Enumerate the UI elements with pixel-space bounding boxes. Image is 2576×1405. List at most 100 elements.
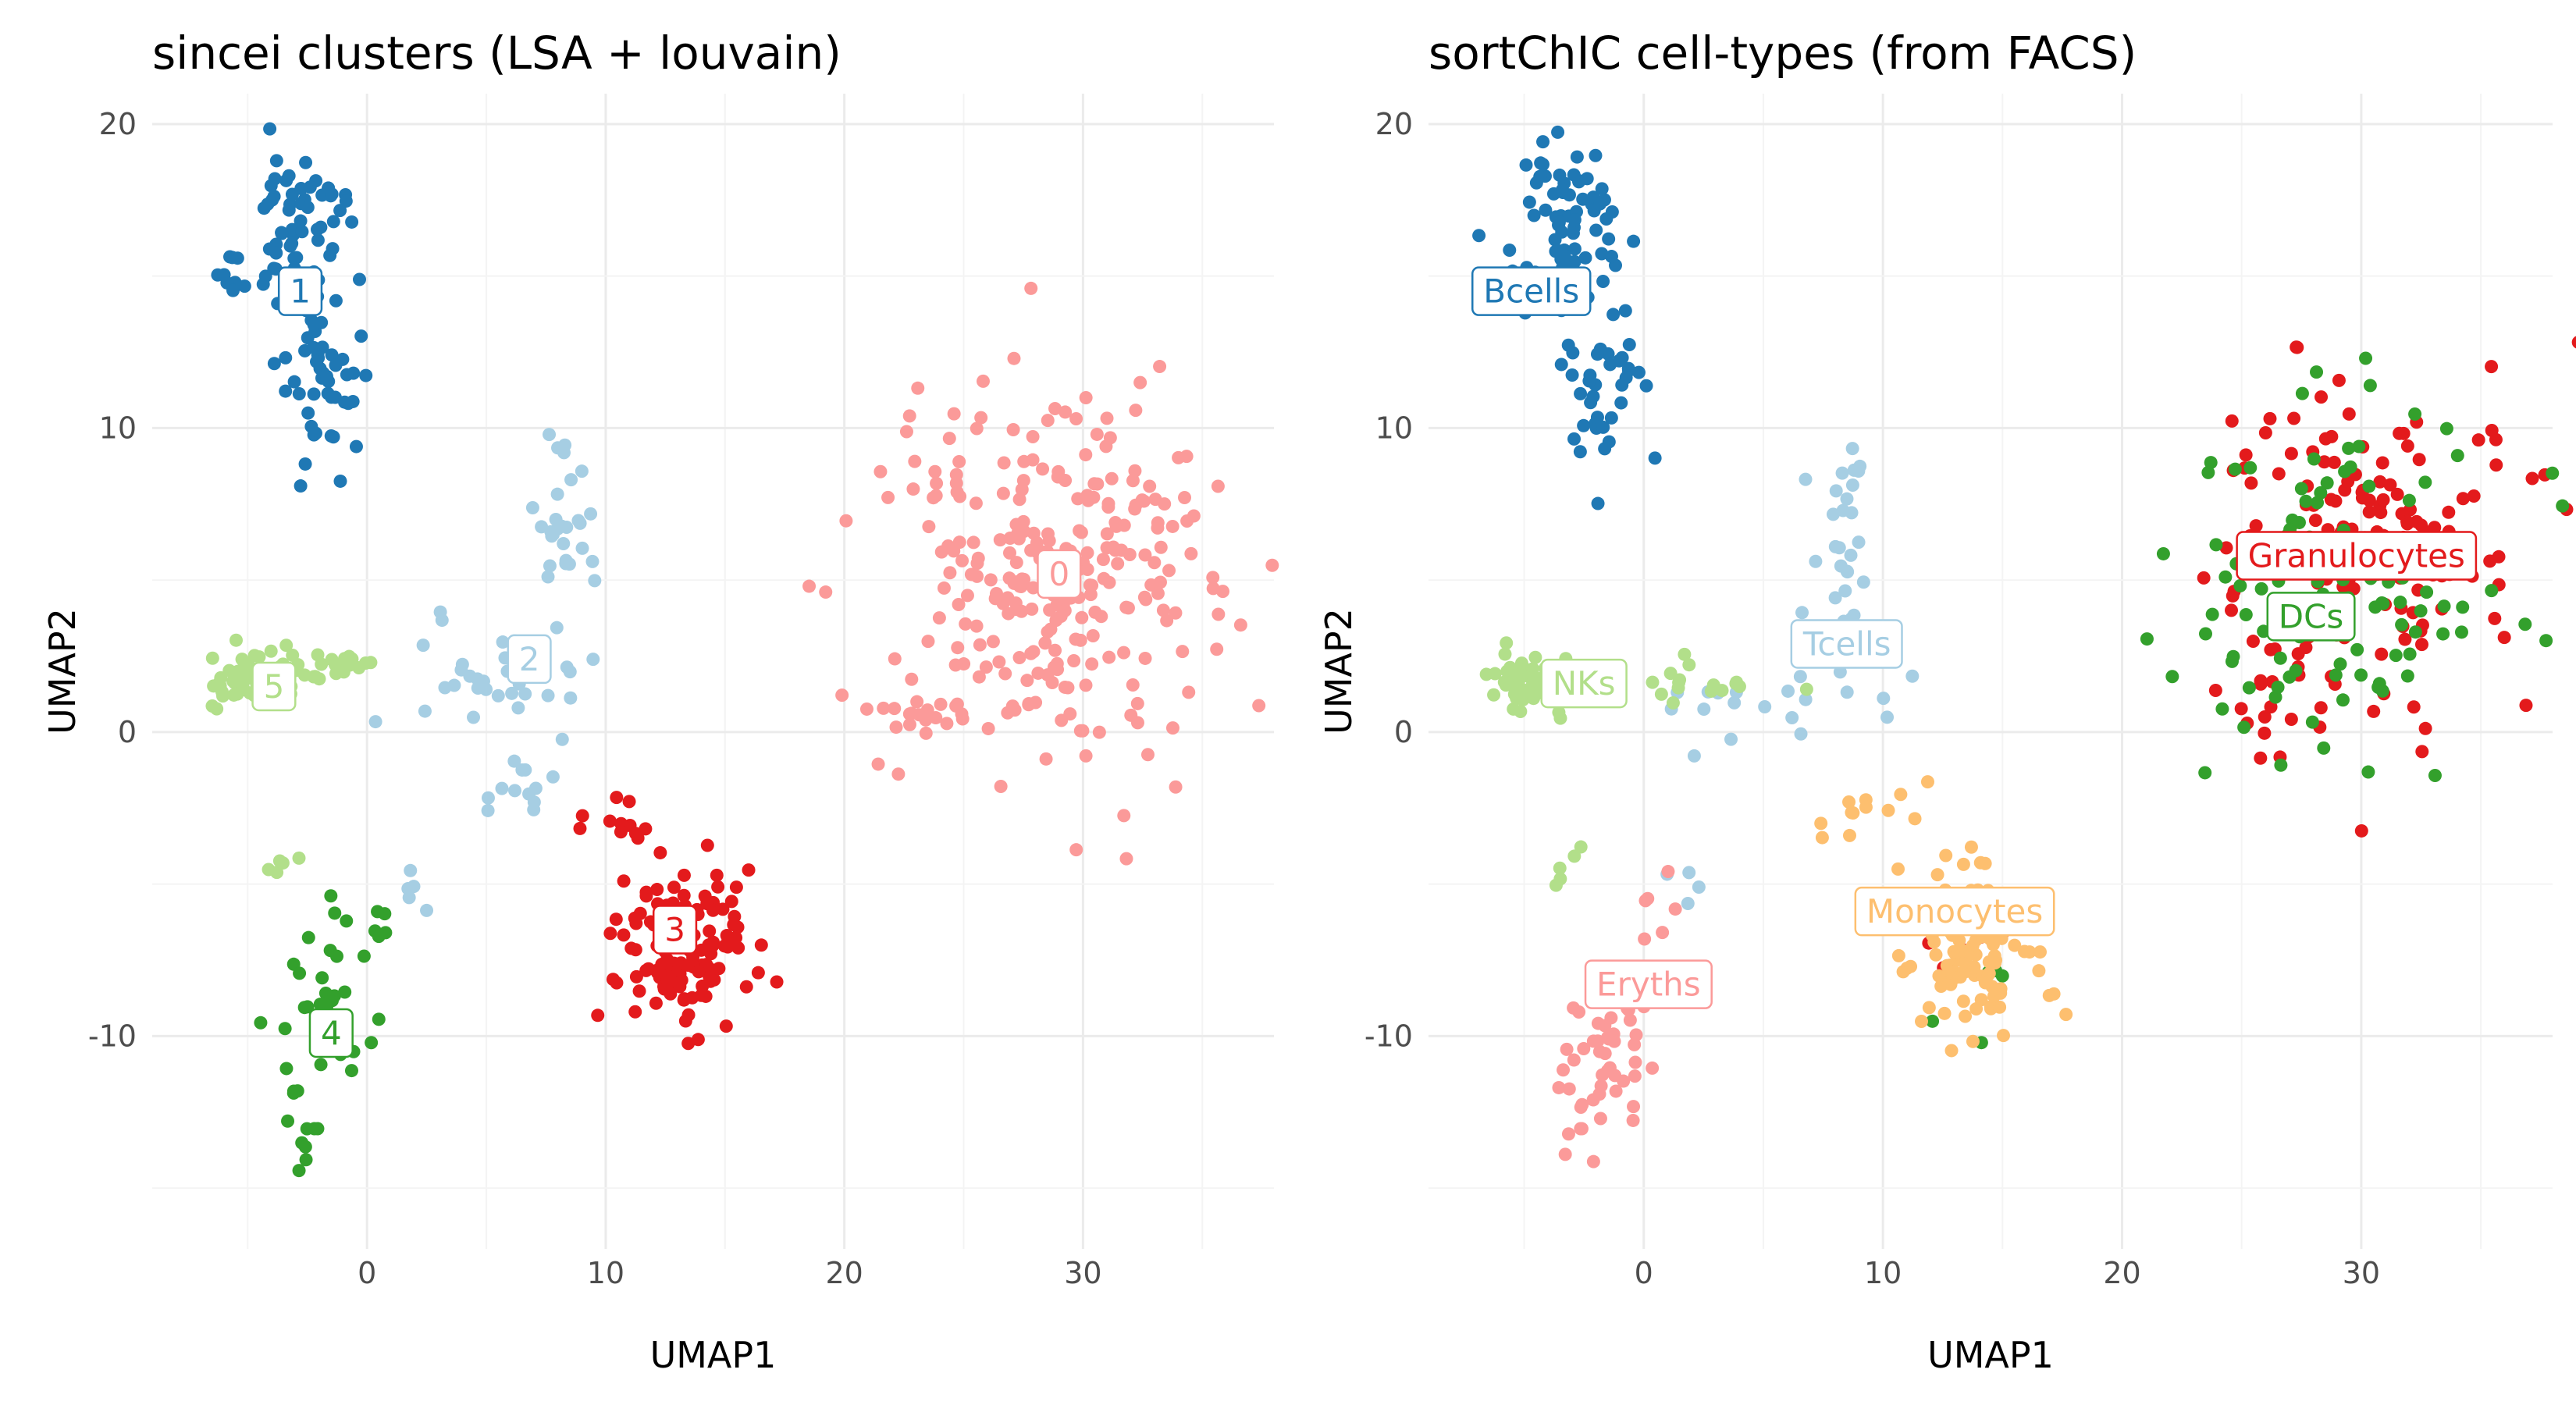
data-point — [891, 767, 906, 781]
data-point — [1026, 645, 1041, 659]
cluster-label-box — [652, 905, 698, 955]
data-point — [1026, 429, 1040, 443]
cluster-label: 0 — [1037, 549, 1082, 599]
data-point — [1015, 604, 1029, 618]
data-point — [859, 702, 873, 716]
data-point — [739, 980, 753, 994]
data-point — [254, 1016, 268, 1030]
data-point — [2390, 487, 2404, 501]
data-point — [720, 929, 734, 943]
data-point — [1528, 650, 1542, 664]
data-point — [575, 541, 589, 555]
data-point — [279, 350, 293, 365]
data-point — [1151, 516, 1165, 530]
data-point — [1668, 902, 1682, 916]
data-point — [674, 975, 688, 989]
cluster-label-box — [1854, 886, 2055, 937]
data-point — [1704, 684, 1718, 698]
data-point — [700, 838, 714, 852]
data-point — [1845, 442, 1859, 456]
data-point — [278, 1022, 292, 1036]
x-tick-label: 0 — [1635, 1256, 1653, 1290]
data-point — [1666, 696, 1680, 710]
data-point — [1079, 749, 1093, 763]
data-point — [1828, 539, 1842, 553]
data-point — [888, 702, 902, 716]
data-point — [372, 930, 386, 944]
data-point — [1158, 497, 1172, 511]
x-tick-label: 20 — [825, 1256, 863, 1290]
data-point — [2374, 506, 2388, 520]
data-point — [2428, 521, 2442, 535]
data-point — [1080, 491, 1094, 505]
x-axis-title: UMAP1 — [1927, 1334, 2054, 1376]
data-point — [1920, 775, 1934, 789]
data-point — [1087, 477, 1101, 491]
data-point — [2519, 699, 2533, 713]
data-point — [1795, 606, 1809, 620]
data-point — [2418, 475, 2432, 489]
data-point — [471, 681, 485, 695]
data-point — [1128, 502, 1142, 516]
data-point — [681, 959, 695, 973]
data-point — [1147, 556, 1162, 570]
data-point — [1560, 1042, 1574, 1056]
data-point — [357, 949, 371, 963]
data-point — [1527, 692, 1541, 706]
data-point — [1944, 1044, 1959, 1058]
data-point — [996, 486, 1010, 500]
data-point — [902, 409, 916, 423]
data-point — [629, 969, 643, 984]
data-point — [1891, 948, 1905, 962]
data-point — [1016, 514, 1030, 528]
data-point — [969, 496, 983, 510]
data-point — [210, 702, 224, 716]
data-point — [1178, 491, 1192, 505]
data-point — [2228, 462, 2242, 476]
data-point — [2234, 702, 2248, 716]
data-point — [2393, 596, 2407, 610]
data-point — [952, 454, 966, 468]
data-point — [2439, 422, 2453, 436]
data-point — [1165, 519, 1179, 533]
data-point — [2375, 596, 2389, 610]
data-point — [301, 1000, 315, 1014]
data-point — [1646, 675, 1660, 689]
data-point — [906, 482, 920, 496]
data-point — [2420, 585, 2434, 599]
data-point — [2375, 684, 2389, 698]
data-point — [979, 660, 993, 674]
data-point — [1108, 516, 1123, 530]
data-point — [1930, 868, 1944, 882]
data-point — [330, 949, 344, 963]
data-point — [2244, 476, 2258, 490]
data-point — [1604, 411, 1618, 425]
data-point — [678, 1014, 692, 1028]
data-point — [2518, 617, 2532, 631]
data-point — [2398, 632, 2412, 646]
data-point — [2165, 670, 2179, 684]
data-point — [2237, 720, 2251, 735]
cluster-label-box — [1037, 549, 1082, 599]
data-point — [1952, 934, 1966, 948]
x-tick-label: 30 — [2343, 1256, 2380, 1290]
data-point — [1092, 725, 1106, 739]
data-point — [1596, 275, 1610, 289]
data-point — [922, 520, 936, 534]
data-point — [550, 621, 564, 635]
data-point — [1682, 658, 1696, 672]
data-point — [1160, 614, 1174, 628]
data-point — [511, 701, 525, 715]
data-point — [2308, 514, 2322, 528]
data-point — [1079, 391, 1093, 405]
data-point — [1922, 1001, 1936, 1015]
data-point — [754, 938, 768, 952]
data-point — [678, 992, 692, 1006]
data-point — [226, 674, 240, 688]
data-point — [1939, 848, 1953, 863]
data-point — [1852, 535, 1866, 550]
data-point — [2375, 647, 2389, 661]
data-point — [364, 656, 378, 670]
data-point — [1591, 496, 1605, 510]
